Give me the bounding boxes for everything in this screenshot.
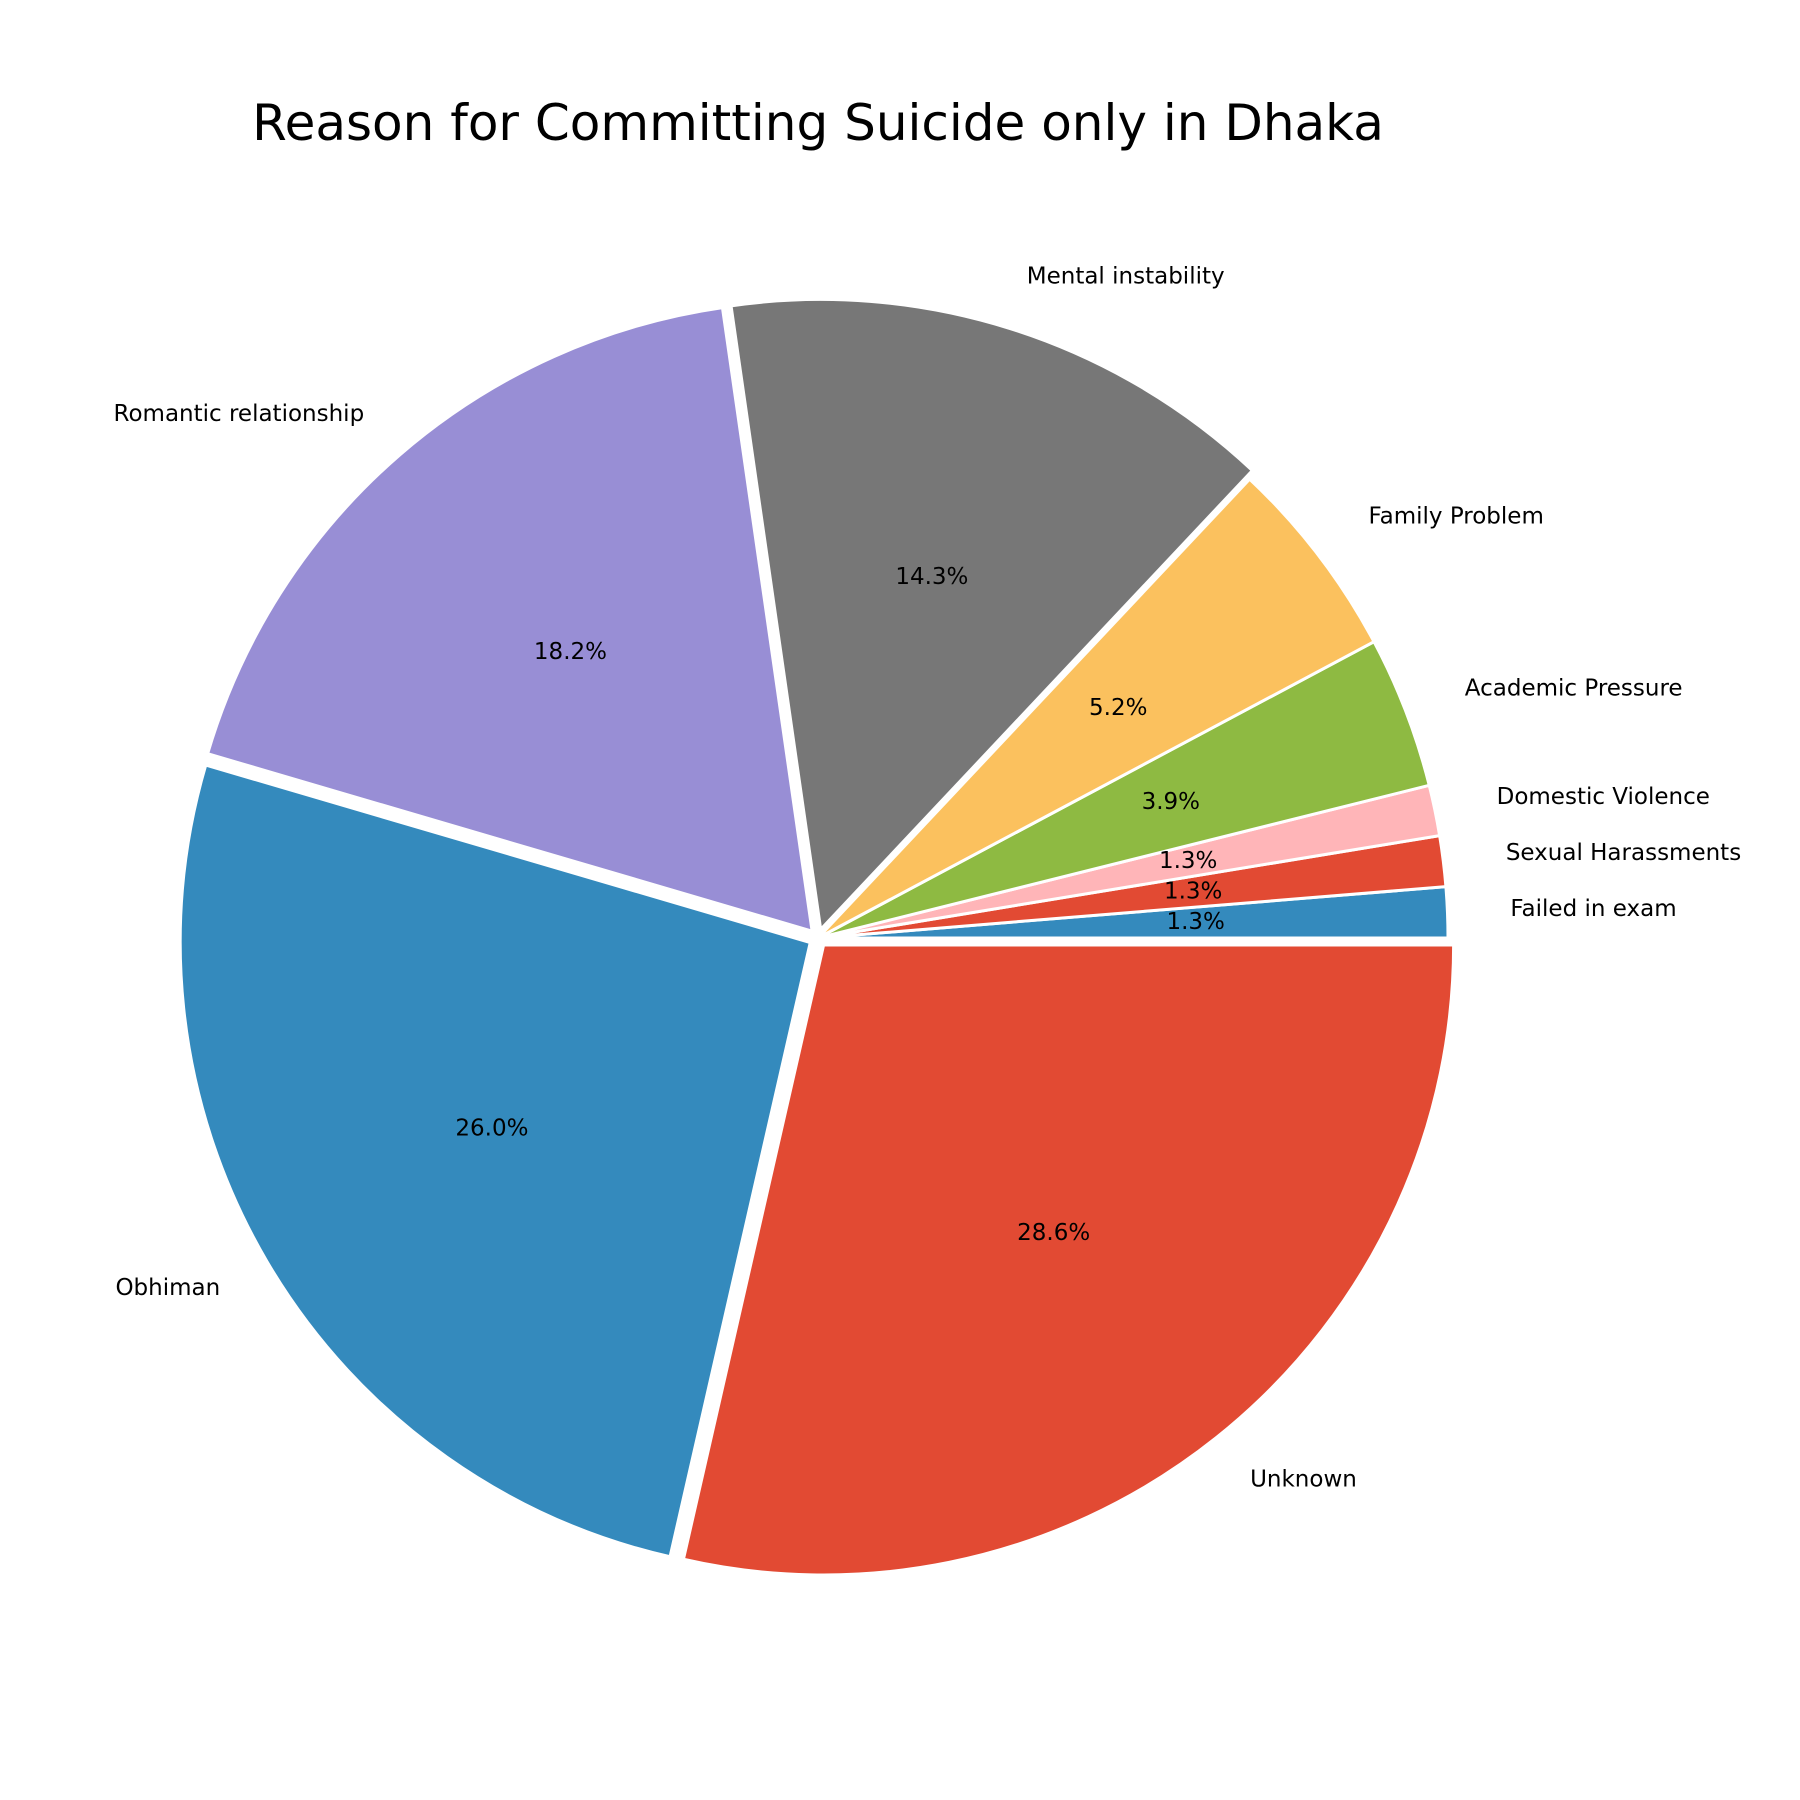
slice-label-mental-instability: Mental instability bbox=[1027, 264, 1225, 290]
pct-label-failed-in-exam: 1.3% bbox=[1166, 909, 1224, 935]
slice-label-academic-pressure: Academic Pressure bbox=[1465, 676, 1683, 702]
pct-label-sexual-harassments: 1.3% bbox=[1164, 878, 1222, 904]
pct-label-academic-pressure: 3.9% bbox=[1142, 789, 1200, 815]
pie-slices bbox=[178, 297, 1456, 1577]
pct-label-obhiman: 26.0% bbox=[455, 1116, 528, 1142]
chart-title: Reason for Committing Suicide only in Dh… bbox=[252, 94, 1384, 152]
pie-slice-romantic-relationship bbox=[205, 305, 814, 934]
pct-label-domestic-violence: 1.3% bbox=[1159, 848, 1217, 874]
pct-label-mental-instability: 14.3% bbox=[895, 564, 968, 590]
slice-label-domestic-violence: Domestic Violence bbox=[1497, 784, 1710, 810]
pie-slice-obhiman bbox=[178, 763, 813, 1559]
pie-slice-mental-instability bbox=[729, 297, 1255, 933]
pct-label-romantic-relationship: 18.2% bbox=[534, 639, 607, 665]
slice-label-sexual-harassments: Sexual Harassments bbox=[1506, 840, 1741, 866]
slice-label-romantic-relationship: Romantic relationship bbox=[114, 401, 365, 427]
pie-labels: Failed in exam 1.3% Sexual Harassments 1.3%… bbox=[114, 264, 1742, 1493]
pie-slice-unknown bbox=[681, 943, 1456, 1577]
pct-label-family-problem: 5.2% bbox=[1089, 695, 1147, 721]
slice-label-unknown: Unknown bbox=[1250, 1466, 1357, 1492]
slice-label-family-problem: Family Problem bbox=[1369, 504, 1544, 530]
pct-label-unknown: 28.6% bbox=[1017, 1220, 1090, 1246]
slice-label-obhiman: Obhiman bbox=[115, 1275, 220, 1301]
pie-slice-family-problem bbox=[816, 476, 1377, 940]
slice-label-failed-in-exam: Failed in exam bbox=[1510, 896, 1676, 922]
